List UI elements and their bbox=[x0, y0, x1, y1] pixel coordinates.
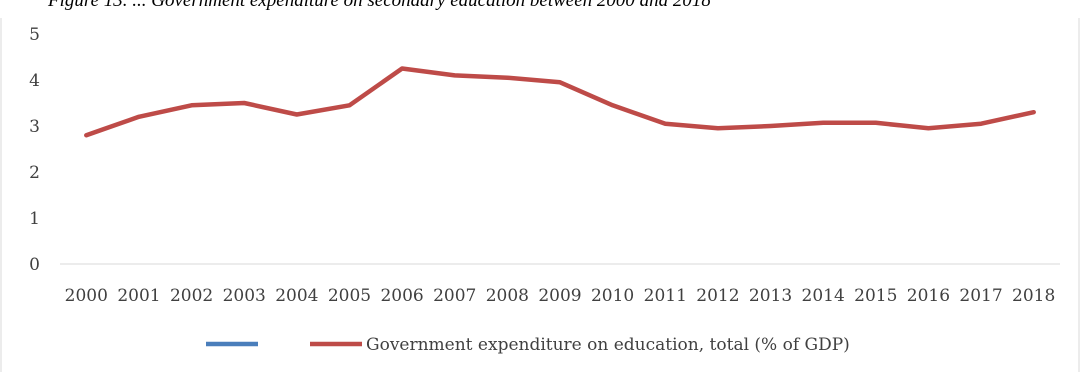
y-tick-label: 1 bbox=[29, 209, 40, 229]
data-point bbox=[505, 76, 509, 80]
data-point bbox=[716, 126, 720, 130]
x-tick-label: 2018 bbox=[1012, 286, 1055, 306]
series-line bbox=[84, 66, 1036, 138]
x-tick-label: 2005 bbox=[328, 286, 371, 306]
data-point bbox=[926, 126, 930, 130]
x-tick-label: 2017 bbox=[959, 286, 1002, 306]
x-tick-label: 2006 bbox=[380, 286, 423, 306]
x-tick-label: 2001 bbox=[117, 286, 160, 306]
x-tick-label: 2008 bbox=[486, 286, 529, 306]
data-point bbox=[611, 103, 615, 107]
x-tick-label: 2011 bbox=[644, 286, 687, 306]
data-point bbox=[558, 80, 562, 84]
data-point bbox=[84, 133, 88, 137]
figure-caption: Figure 13. ... Government expenditure on… bbox=[47, 0, 711, 11]
data-point bbox=[400, 67, 404, 70]
x-tick-label: 2012 bbox=[696, 286, 739, 306]
x-tick-label: 2009 bbox=[538, 286, 581, 306]
data-point bbox=[295, 113, 299, 116]
x-tick-label: 2013 bbox=[749, 286, 792, 306]
data-point bbox=[1032, 110, 1036, 114]
x-tick-label: 2014 bbox=[802, 286, 845, 306]
legend-label: Government expenditure on education, tot… bbox=[366, 335, 850, 355]
data-point bbox=[242, 101, 246, 105]
data-point bbox=[979, 122, 983, 126]
x-tick-label: 2015 bbox=[854, 286, 897, 306]
x-axis-ticks: 2000 2001 2002 2003 2004 2005 2006 2007 2008 2009… bbox=[65, 286, 1056, 306]
x-tick-label: 2016 bbox=[907, 286, 950, 306]
y-tick-label: 2 bbox=[29, 163, 40, 183]
data-point bbox=[347, 103, 351, 107]
data-point bbox=[663, 122, 667, 126]
legend: Government expenditure on education, tot… bbox=[206, 335, 850, 355]
data-point bbox=[821, 121, 825, 125]
x-tick-label: 2007 bbox=[433, 286, 476, 306]
x-tick-label: 2004 bbox=[275, 286, 318, 306]
x-tick-label: 2000 bbox=[65, 286, 108, 306]
data-point bbox=[769, 124, 773, 128]
data-point bbox=[874, 121, 878, 125]
y-tick-label: 3 bbox=[29, 117, 40, 137]
x-tick-label: 2010 bbox=[591, 286, 634, 306]
series-layer bbox=[84, 66, 1036, 138]
y-tick-label: 0 bbox=[29, 255, 40, 275]
y-axis-ticks: 0 1 2 3 4 5 bbox=[29, 25, 40, 275]
y-tick-label: 5 bbox=[29, 25, 40, 45]
x-tick-label: 2002 bbox=[170, 286, 213, 306]
x-tick-label: 2003 bbox=[223, 286, 266, 306]
y-tick-label: 4 bbox=[29, 71, 40, 91]
data-point bbox=[453, 73, 457, 77]
data-point bbox=[190, 103, 194, 107]
data-point bbox=[137, 115, 141, 119]
